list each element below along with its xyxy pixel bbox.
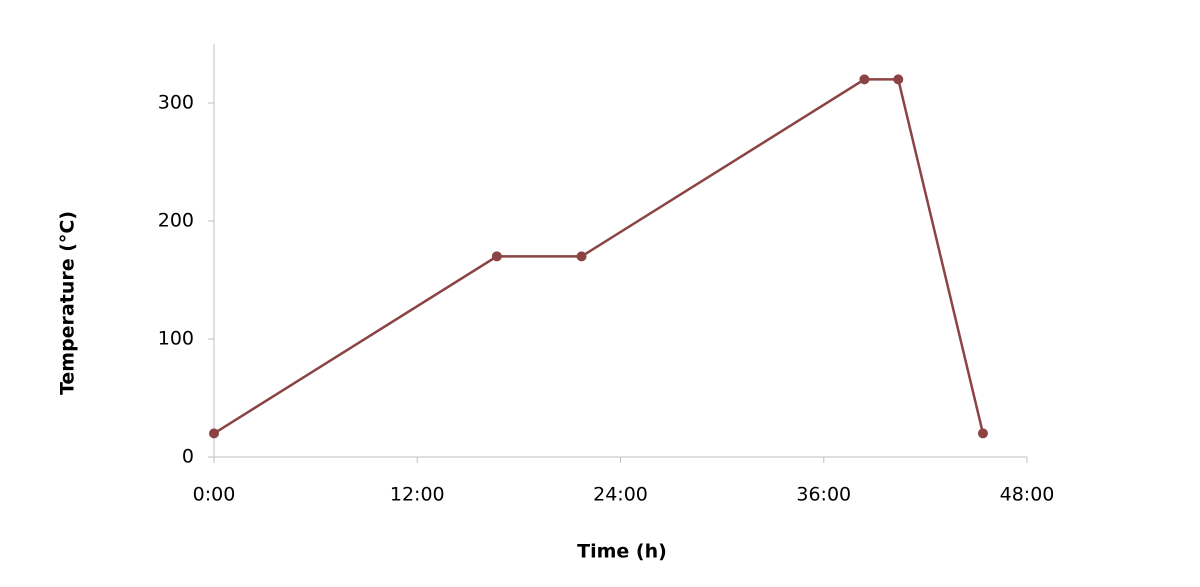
marker: [491, 251, 502, 262]
y-tick-label: 200: [158, 210, 194, 232]
x-tick-label: 24:00: [593, 484, 648, 506]
y-axis-title: Temperature (°C): [57, 211, 79, 395]
y-tick-label: 300: [158, 92, 194, 114]
marker: [977, 428, 988, 439]
line: [213, 78, 985, 435]
y-tick-label: 0: [182, 446, 194, 468]
x-tick-label: 0:00: [193, 484, 236, 506]
marker: [893, 74, 904, 85]
x-tick-label: 12:00: [390, 484, 445, 506]
marker: [576, 251, 587, 262]
x-tick-label: 36:00: [796, 484, 851, 506]
y-tick-label: 100: [158, 328, 194, 350]
marker: [859, 74, 870, 85]
x-axis-title: Time (h): [577, 541, 667, 563]
x-tick-label: 48:00: [1000, 484, 1055, 506]
marker: [209, 428, 219, 439]
